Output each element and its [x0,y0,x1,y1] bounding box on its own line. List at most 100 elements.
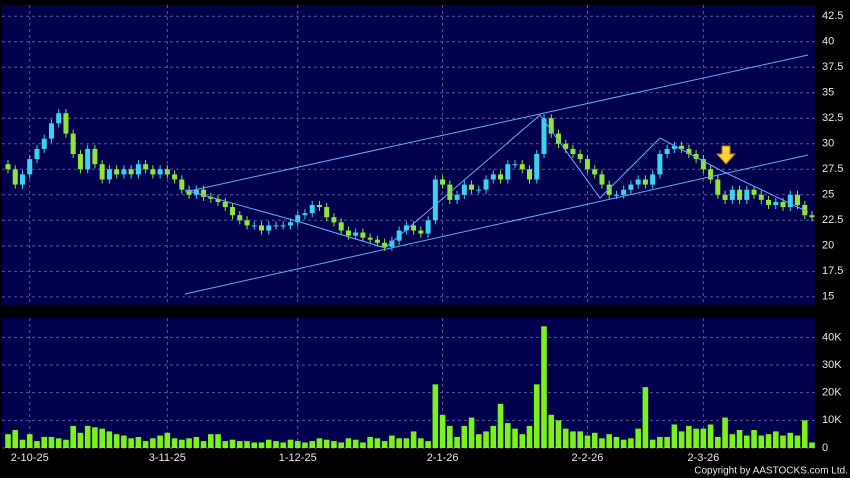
volume-bar [794,435,801,448]
candle-body [34,148,40,160]
volume-bar [678,431,685,448]
x-tick-label: 3-11-25 [149,452,186,464]
y-tick-label: 37.5 [822,61,843,73]
candle-body [454,194,460,200]
volume-bar [157,435,163,448]
candle-body [664,148,670,154]
volume-bar [533,384,540,448]
volume-bar [381,441,388,448]
y-tick-label: 25 [822,189,834,201]
zigzag [184,114,809,249]
volume-bar [128,438,134,448]
volume-bar [635,428,641,448]
volume-bar [179,439,185,448]
candle-body [41,138,47,149]
volume-bar [780,435,786,448]
channel-upper [184,54,809,193]
volume-bar [331,441,337,448]
volume-bar [113,434,120,448]
price-panel [2,5,815,305]
candle-body [114,169,120,175]
volume-bar [555,420,562,448]
candle-body [548,118,554,134]
volume-bar [92,427,98,448]
candle-body [418,230,424,234]
candle-body [208,196,214,199]
candle-body [273,225,279,227]
volume-bar [294,441,301,448]
candle-body [19,174,25,185]
candle-body [758,194,764,200]
candle-body [679,145,685,149]
marks [5,109,815,448]
candle-body [519,164,525,170]
candle-body [99,164,105,180]
candle-body [715,179,721,195]
volume-bar [287,439,294,448]
volume-bar [34,441,40,448]
volume-bar [454,436,460,448]
volume-bar [577,431,584,448]
volume-bar [367,436,373,448]
volume-bar [410,431,417,448]
volume-bar [707,424,714,448]
candle-body [27,159,33,175]
candle-body [324,207,330,218]
volume-bar [541,326,547,448]
volume-bar [490,425,497,448]
volume-bar [700,428,707,448]
volume-bar [526,425,533,448]
candle-body [599,174,605,185]
volume-bar [693,428,699,448]
volume-bar [222,441,229,448]
candle-body [476,189,482,191]
y-tick-label: 20 [822,240,834,252]
candle-body [490,174,496,180]
volume-bar [150,438,156,448]
candle-body [215,198,221,202]
candle-body [244,220,250,226]
candle-body [606,184,612,195]
candle-body [584,159,590,170]
y-tick-label: 17.5 [822,265,843,277]
candle-body [77,153,83,170]
volume-bar [447,425,453,448]
candle-body [266,225,272,231]
candle-body [541,118,547,154]
y-tick-label: 32.5 [822,112,843,124]
volume-bar [374,438,381,448]
candle-body [686,148,692,154]
trend-lines [184,54,809,295]
candle-body [374,239,380,243]
candle-body [621,189,627,195]
candle-body [150,169,156,175]
volume-bar [258,442,265,448]
candle-body [382,242,388,247]
candle-body [635,179,641,185]
volume-bar [215,434,221,448]
candle-body [483,179,489,190]
candle-body [345,230,351,236]
candle-body [287,222,293,226]
volume-bar [671,424,678,448]
candle-body [700,159,706,170]
volume-bar [273,441,279,448]
volume-bar [765,434,772,448]
volume-bar [620,439,627,448]
candle-body [360,232,366,238]
candle-body [193,189,199,195]
volume-bar [599,438,605,448]
volume-bar [418,438,424,448]
y-tick-label: 10K [822,414,842,426]
volume-bar [41,436,48,448]
y-tick-label: 30K [822,359,842,371]
volume-bar [584,435,591,448]
volume-bar [722,417,728,448]
volume-bar [164,432,171,448]
candle-body [650,174,656,185]
candle-body [729,189,735,200]
candle-body [56,113,62,124]
volume-bar [265,439,272,448]
volume-bar [606,434,612,448]
